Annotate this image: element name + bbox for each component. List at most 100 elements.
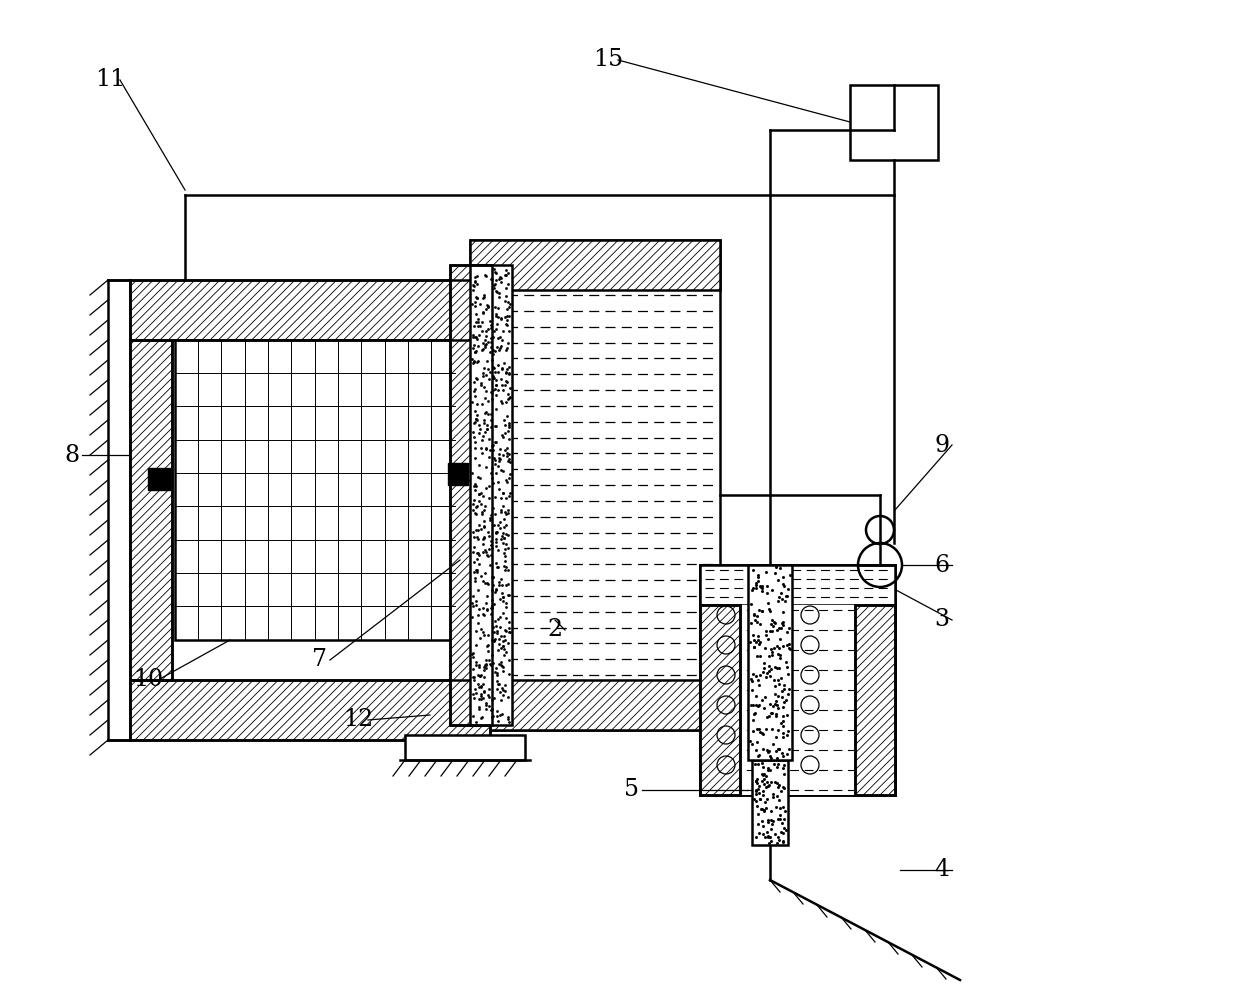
- Point: [475, 657, 495, 673]
- Point: [482, 328, 502, 344]
- Point: [753, 741, 773, 757]
- Point: [489, 713, 508, 729]
- Point: [486, 378, 506, 394]
- Point: [485, 506, 505, 522]
- Point: [768, 750, 787, 765]
- Point: [743, 562, 763, 578]
- Point: [751, 581, 771, 596]
- Point: [485, 631, 505, 647]
- Point: [484, 516, 503, 532]
- Point: [465, 450, 485, 466]
- Point: [766, 661, 786, 676]
- Point: [472, 624, 492, 640]
- Point: [463, 395, 482, 410]
- Point: [765, 696, 785, 712]
- Point: [482, 470, 502, 486]
- Point: [495, 267, 515, 283]
- Point: [497, 335, 517, 351]
- Point: [472, 709, 492, 725]
- Point: [497, 361, 517, 377]
- Point: [764, 698, 784, 714]
- Point: [472, 306, 492, 321]
- Point: [494, 486, 513, 501]
- Point: [471, 686, 491, 702]
- Point: [466, 522, 486, 538]
- Bar: [748, 565, 792, 760]
- Point: [476, 660, 496, 675]
- Point: [776, 746, 796, 762]
- Point: [495, 641, 515, 657]
- Point: [485, 665, 505, 680]
- Point: [487, 625, 507, 641]
- Point: [769, 676, 789, 692]
- Point: [471, 485, 491, 500]
- Point: [774, 694, 794, 710]
- Point: [763, 737, 782, 753]
- Point: [492, 447, 512, 463]
- Point: [742, 736, 761, 752]
- Point: [485, 690, 505, 706]
- Point: [492, 633, 512, 649]
- Point: [496, 517, 516, 533]
- Point: [486, 618, 506, 634]
- Point: [467, 582, 487, 597]
- Point: [740, 615, 760, 631]
- Point: [482, 368, 502, 384]
- Point: [770, 811, 790, 827]
- Point: [777, 686, 797, 702]
- Point: [469, 659, 489, 674]
- Point: [771, 671, 791, 686]
- Text: 12: 12: [343, 708, 373, 732]
- Bar: [701, 605, 738, 795]
- Text: 4: 4: [935, 858, 950, 881]
- Point: [487, 315, 507, 331]
- Point: [480, 657, 500, 673]
- Point: [471, 440, 491, 456]
- Point: [495, 310, 515, 325]
- Point: [494, 605, 513, 621]
- Point: [474, 600, 494, 616]
- Point: [495, 530, 515, 546]
- Point: [491, 441, 511, 457]
- Point: [495, 683, 515, 699]
- Point: [496, 315, 516, 331]
- Point: [498, 308, 518, 323]
- Bar: [701, 605, 740, 795]
- Point: [758, 828, 777, 844]
- Point: [774, 570, 794, 585]
- Point: [482, 342, 502, 358]
- Point: [489, 636, 508, 652]
- Point: [476, 480, 496, 495]
- Point: [471, 691, 491, 707]
- Point: [768, 829, 787, 845]
- Point: [494, 638, 513, 654]
- Point: [481, 632, 501, 648]
- Point: [746, 829, 766, 845]
- Point: [481, 538, 501, 554]
- Text: 8: 8: [64, 443, 79, 467]
- Point: [482, 592, 502, 608]
- Point: [760, 668, 780, 683]
- Point: [464, 340, 484, 356]
- Point: [498, 446, 518, 462]
- Point: [749, 748, 769, 764]
- Point: [774, 680, 794, 696]
- Point: [485, 343, 505, 359]
- Point: [487, 674, 507, 689]
- Point: [776, 692, 796, 708]
- Point: [466, 593, 486, 609]
- Point: [486, 525, 506, 541]
- Point: [758, 774, 777, 790]
- Point: [494, 525, 513, 541]
- Point: [768, 775, 787, 791]
- Point: [472, 368, 492, 384]
- Point: [484, 500, 503, 516]
- Point: [758, 709, 777, 725]
- Point: [755, 803, 775, 819]
- Point: [475, 659, 495, 674]
- Point: [776, 588, 796, 604]
- Bar: [470, 240, 720, 730]
- Point: [486, 272, 506, 288]
- Point: [463, 424, 482, 440]
- Point: [744, 697, 764, 713]
